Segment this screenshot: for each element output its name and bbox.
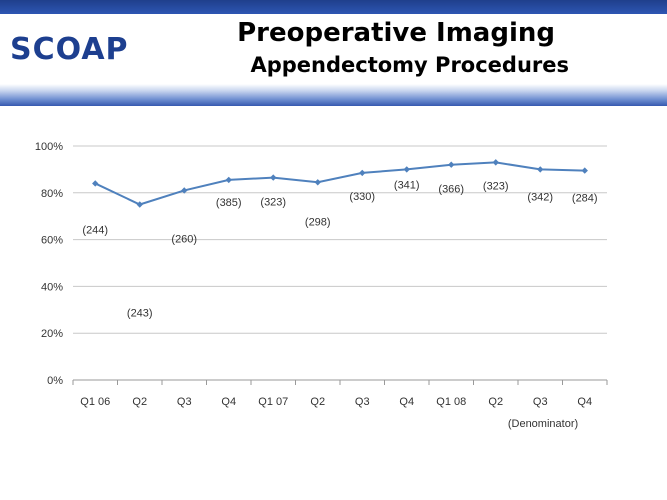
y-tick-label: 40% bbox=[41, 281, 63, 293]
x-tick-label: Q1 07 bbox=[258, 396, 288, 408]
header bbox=[0, 14, 667, 84]
data-point bbox=[92, 180, 99, 187]
x-tick-label: Q2 bbox=[132, 396, 147, 408]
denominator-label: (284) bbox=[572, 193, 598, 205]
denominator-label: (330) bbox=[349, 191, 375, 203]
denominator-label: (342) bbox=[527, 191, 553, 203]
x-tick-label: Q1 06 bbox=[80, 396, 110, 408]
x-tick-label: Q4 bbox=[221, 396, 236, 408]
x-tick-label: Q3 bbox=[355, 396, 370, 408]
denominator-label: (366) bbox=[438, 184, 464, 196]
x-tick-label: Q3 bbox=[177, 396, 192, 408]
data-point bbox=[136, 201, 143, 208]
data-point bbox=[403, 166, 410, 173]
header-bottom-band bbox=[0, 84, 667, 106]
denominator-label: (298) bbox=[305, 216, 331, 228]
scoap-logo: SCOAP bbox=[10, 30, 129, 70]
logo-text: SCOAP bbox=[10, 32, 129, 67]
x-tick-label: Q1 08 bbox=[436, 396, 466, 408]
denominator-label: (323) bbox=[483, 180, 509, 192]
series-line bbox=[94, 161, 585, 206]
page-subtitle: Appendectomy Procedures bbox=[250, 53, 569, 77]
x-tick-label: Q4 bbox=[577, 396, 592, 408]
y-tick-label: 20% bbox=[41, 328, 63, 340]
y-tick-label: 60% bbox=[41, 235, 63, 247]
page-title: Preoperative Imaging bbox=[237, 18, 555, 48]
data-point bbox=[448, 161, 455, 168]
denominator-label: (244) bbox=[82, 224, 108, 236]
y-tick-label: 100% bbox=[35, 141, 63, 153]
data-point bbox=[181, 187, 188, 194]
denominator-label: (260) bbox=[171, 233, 197, 245]
data-point bbox=[225, 176, 232, 184]
x-tick-label: Q3 bbox=[533, 396, 548, 408]
header-top-band bbox=[0, 0, 667, 14]
y-tick-label: 0% bbox=[47, 375, 63, 387]
x-tick-label: Q4 bbox=[399, 396, 414, 408]
denominator-label: (341) bbox=[394, 179, 420, 191]
data-point bbox=[581, 167, 588, 174]
denominator-label: (323) bbox=[260, 197, 286, 209]
y-tick-label: 80% bbox=[41, 188, 63, 200]
data-point bbox=[314, 179, 321, 186]
data-point bbox=[359, 169, 366, 177]
denominator-label: (385) bbox=[216, 197, 242, 209]
denominator-label: (243) bbox=[127, 308, 153, 320]
x-tick-label: Q2 bbox=[488, 396, 503, 408]
x-tick-label: Q2 bbox=[310, 396, 325, 408]
denominator-annotation: (Denominator) bbox=[508, 418, 578, 430]
data-point bbox=[492, 159, 499, 166]
data-point bbox=[270, 174, 277, 181]
data-point bbox=[537, 166, 544, 173]
